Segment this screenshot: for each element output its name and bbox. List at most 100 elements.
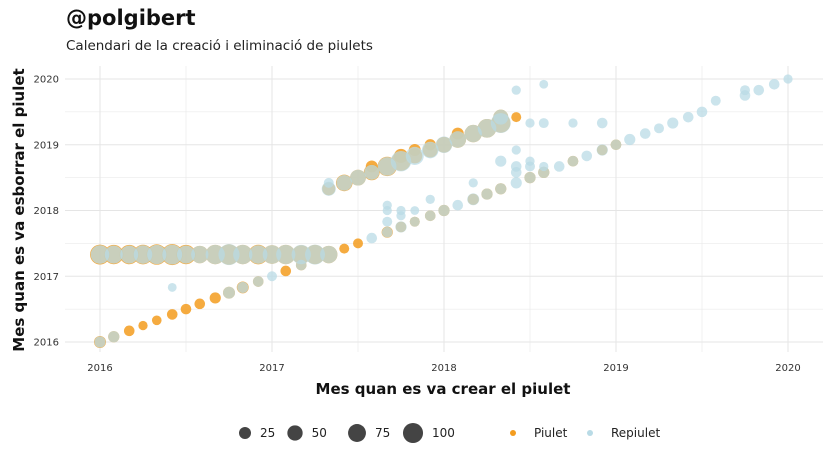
repiulet-point [783,74,793,84]
repiulet-point [405,146,424,165]
legend: 25 50 75 100 Piulet Repiulet [239,422,660,444]
repiulet-point [395,221,407,233]
repiulet-point [596,117,608,129]
repiulet-point [740,85,750,96]
x-tick-label: 2017 [259,363,284,374]
repiulet-point [108,331,120,343]
x-tick-label: 2018 [431,363,456,374]
repiulet-point [682,111,694,123]
repiulet-point [133,245,153,264]
repiulet-point [90,245,110,264]
y-tick-label: 2020 [34,75,59,86]
piulet-point [353,238,363,249]
piulet-point [511,112,522,123]
repiulet-point [525,118,535,128]
repiulet-point [510,161,522,172]
piulet-point [180,303,192,315]
repiulet-point [539,79,549,89]
repiulet-point [449,131,467,148]
repiulet-point [218,244,240,266]
size-legend-key [239,427,251,439]
y-tick-label: 2016 [34,338,59,349]
x-axis-title: Mes quan es va crear el piulet [316,380,571,398]
x-tick-label: 2019 [603,363,628,374]
repiulet-point [364,164,380,180]
repiulet-point [336,174,353,191]
repiulet-point [233,244,253,265]
repiulet-point [639,128,651,139]
y-tick-label: 2017 [34,272,59,283]
size-legend-label: 50 [312,426,327,440]
y-axis-title: Mes quan es va esborrar el piulet [10,68,28,351]
repiulet-point [248,245,268,264]
repiulet-point [410,206,420,215]
repiulet-point [467,193,480,206]
piulet-point [280,265,292,277]
repiulet-point [262,245,282,264]
repiulet-point [252,276,264,287]
size-legend-label: 25 [260,426,275,440]
x-tick-label: 2016 [87,363,112,374]
repiulet-point [366,232,378,244]
size-legend-key [348,424,366,442]
repiulet-point [468,178,478,188]
repiulet-point [237,281,249,294]
repiulet-point [768,78,780,90]
piulet-point [151,315,162,326]
repiulet-point [295,259,307,271]
piulet-point [166,309,178,320]
repiulet-point [538,118,549,129]
color-legend-label: Piulet [534,426,568,440]
repiulet-point [305,244,325,265]
repiulet-point [167,283,177,292]
repiulet-point [425,194,435,204]
color-legend-key [587,430,593,436]
repiulet-point [553,161,565,172]
repiulet-point [396,205,406,216]
repiulet-point [147,244,167,265]
repiulet-point [539,161,549,172]
y-tick-labels: 2016 2017 2018 2019 2020 [34,75,59,349]
repiulet-point [438,204,450,217]
repiulet-point [654,123,664,134]
repiulet-point [104,245,123,264]
repiulet-point [493,109,509,125]
repiulet-point [696,106,708,118]
piulet-point [339,243,350,254]
repiulet-point [191,245,209,264]
repiulet-point [567,155,579,167]
repiulet-point [511,145,521,155]
repiulet-point [381,226,393,238]
repiulet-point [667,117,679,129]
piulet-point [123,325,135,337]
repiulet-point [524,172,536,184]
repiulet-point [481,188,493,200]
size-legend-label: 75 [375,426,390,440]
repiulet-point [223,286,235,299]
repiulet-point [596,144,608,156]
repiulet-point [291,244,311,265]
repiulet-point [435,136,453,154]
repiulet-point [581,150,593,162]
repiulet-point [568,118,578,128]
repiulet-point [382,200,392,210]
piulet-point [209,292,221,304]
piulet-point [138,320,148,331]
data-points [90,74,793,348]
repiulet-point [753,84,765,96]
repiulet-point [382,216,393,227]
x-tick-labels: 2016 2017 2018 2019 2020 [87,363,800,374]
repiulet-point [424,210,436,222]
y-tick-label: 2018 [34,206,59,217]
page-subtitle: Calendari de la creació i eliminació de … [66,38,373,54]
repiulet-point [94,336,106,348]
repiulet-point [323,177,334,188]
color-legend-key [510,430,516,436]
size-legend-label: 100 [432,426,455,440]
piulet-point [194,298,206,310]
repiulet-point [162,244,183,265]
y-tick-label: 2019 [34,140,59,151]
repiulet-point [610,139,622,151]
size-legend-key [402,422,424,444]
